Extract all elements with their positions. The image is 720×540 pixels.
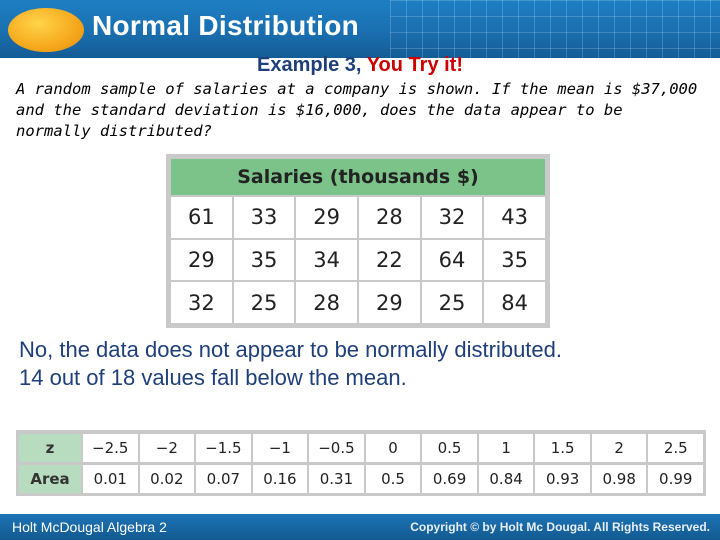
salaries-grid: 61 33 29 28 32 43 29 35 34 22 64 35 32 25 28 29 25 84 xyxy=(171,197,545,323)
salary-cell: 29 xyxy=(359,282,420,323)
answer-line-1: No, the data does not appear to be norma… xyxy=(19,337,563,362)
answer-text: No, the data does not appear to be norma… xyxy=(19,336,719,392)
salary-cell: 28 xyxy=(359,197,420,238)
salary-cell: 64 xyxy=(421,239,483,281)
z-value-cell: 0.5 xyxy=(422,434,477,462)
z-value-cell: −0.5 xyxy=(309,434,364,462)
z-value-cell: −1.5 xyxy=(196,434,251,462)
footer-copyright: Copyright © by Holt Mc Dougal. All Right… xyxy=(410,520,710,534)
salaries-table-title: Salaries (thousands $) xyxy=(171,159,545,195)
answer-line-2: 14 out of 18 values fall below the mean. xyxy=(19,365,407,390)
area-value-cell: 0.69 xyxy=(422,465,477,493)
z-value-cell: −1 xyxy=(252,434,308,462)
area-value-cell: 0.07 xyxy=(196,465,251,493)
header-bar: Normal Distribution xyxy=(0,0,720,58)
salary-cell: 25 xyxy=(421,282,483,323)
area-value-cell: 0.31 xyxy=(309,465,364,493)
example-label: Example 3, xyxy=(256,54,362,76)
salary-cell: 22 xyxy=(359,239,420,281)
area-value-cell: 0.99 xyxy=(648,465,704,493)
z-row: z −2.5 −2 −1.5 −1 −0.5 0 0.5 1 1.5 2 2.5 xyxy=(19,434,704,462)
area-value-cell: 0.84 xyxy=(478,465,534,493)
salary-cell: 34 xyxy=(296,239,357,281)
area-value-cell: 0.16 xyxy=(252,465,308,493)
area-value-cell: 0.98 xyxy=(591,465,647,493)
salaries-table: Salaries (thousands $) 61 33 29 28 32 43 29 35 3… xyxy=(166,154,550,328)
salary-cell: 43 xyxy=(484,197,545,238)
z-header-cell: z xyxy=(19,434,81,462)
z-value-cell: −2 xyxy=(139,434,195,462)
example-heading: Example 3, You Try it! xyxy=(0,54,720,77)
problem-text: A random sample of salaries at a company… xyxy=(16,80,698,140)
salary-cell: 35 xyxy=(484,239,545,281)
salary-cell: 29 xyxy=(296,197,357,238)
footer-course-title: Holt McDougal Algebra 2 xyxy=(12,519,167,535)
try-it-label: You Try it! xyxy=(366,54,464,76)
logo-oval-icon xyxy=(8,8,84,52)
area-value-cell: 0.02 xyxy=(139,465,195,493)
salary-cell: 25 xyxy=(233,282,295,323)
footer-bar: Holt McDougal Algebra 2 Copyright © by H… xyxy=(0,514,720,540)
salary-cell: 28 xyxy=(296,282,357,323)
z-value-cell: 2 xyxy=(591,434,647,462)
salary-cell: 33 xyxy=(233,197,295,238)
area-value-cell: 0.5 xyxy=(365,465,421,493)
page-title: Normal Distribution xyxy=(92,10,360,41)
z-value-cell: 1.5 xyxy=(535,434,590,462)
area-value-cell: 0.01 xyxy=(83,465,138,493)
z-value-cell: 2.5 xyxy=(648,434,704,462)
z-value-cell: 1 xyxy=(478,434,534,462)
salary-cell: 35 xyxy=(233,239,295,281)
salary-cell: 84 xyxy=(484,282,545,323)
area-value-cell: 0.93 xyxy=(535,465,590,493)
z-value-cell: −2.5 xyxy=(83,434,138,462)
salary-cell: 61 xyxy=(171,197,232,238)
area-header-cell: Area xyxy=(19,465,81,493)
z-area-table: z −2.5 −2 −1.5 −1 −0.5 0 0.5 1 1.5 2 2.5 Area 0.01… xyxy=(16,430,706,496)
salary-cell: 29 xyxy=(171,239,232,281)
header-grid-pattern xyxy=(390,0,720,58)
salary-cell: 32 xyxy=(421,197,483,238)
salary-cell: 32 xyxy=(171,282,232,323)
z-value-cell: 0 xyxy=(365,434,421,462)
area-row: Area 0.01 0.02 0.07 0.16 0.31 0.5 0.69 0.84 0.93… xyxy=(19,465,704,493)
